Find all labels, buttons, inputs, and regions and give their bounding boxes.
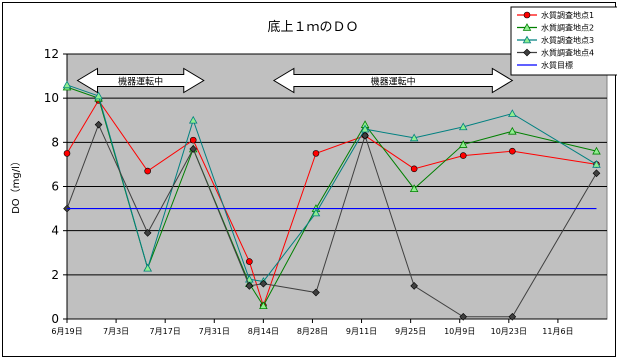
x-tick-label: 11月6日 <box>542 327 573 336</box>
x-tick-label: 7月17日 <box>150 327 181 336</box>
data-point-s3 <box>143 263 152 272</box>
data-point-s3 <box>94 91 103 100</box>
data-point-s3 <box>311 208 321 217</box>
operation-arrow-label: 機器運転中 <box>118 76 163 88</box>
x-tick-label: 10月23日 <box>491 327 527 336</box>
x-tick-label: 8月14日 <box>248 327 279 336</box>
chart-title: 底上１ｍのＤＯ <box>267 19 358 35</box>
y-tick-label: 8 <box>51 135 59 149</box>
legend-marker <box>522 23 532 31</box>
do-line-chart: 底上１ｍのＤＯ 0 2 4 6 8 10 12 6月19日 7月3日 7月17日 7月31日 8月14… <box>10 6 620 336</box>
data-point-s1 <box>312 150 320 157</box>
x-tick-label: 9月11日 <box>346 327 377 336</box>
data-point-s4 <box>245 282 254 290</box>
legend-entry-label: 水質調査地点1 <box>541 10 594 20</box>
data-point-s3 <box>592 159 601 168</box>
data-point-s4 <box>312 288 320 297</box>
x-tick-label: 8月28日 <box>297 327 328 336</box>
data-point-s1 <box>189 136 197 144</box>
data-point-s4 <box>508 312 517 321</box>
legend-marker <box>523 48 531 57</box>
series-line-3 <box>66 84 597 282</box>
data-point-s4 <box>189 145 198 153</box>
data-point-s1 <box>246 258 253 265</box>
data-point-s3 <box>458 122 468 131</box>
data-point-s4 <box>143 229 152 237</box>
legend-marker <box>522 35 532 44</box>
x-tick-label: 6月19日 <box>51 327 82 336</box>
data-point-s4 <box>592 169 601 178</box>
legend-entry-label: 水質目標 <box>541 60 573 70</box>
data-point-s4 <box>94 120 103 129</box>
legend-entry-label: 水質調査地点3 <box>541 35 594 45</box>
legend-marker <box>523 11 531 19</box>
x-tick-label: 9月25日 <box>395 327 426 336</box>
chart-frame: 底上１ｍのＤＯ 0 2 4 6 8 10 12 6月19日 7月3日 7月17日 7月31日 8月14… <box>2 2 620 357</box>
y-tick-label: 4 <box>51 224 59 238</box>
y-tick-label: 0 <box>51 312 59 326</box>
x-tick-label: 7月3日 <box>103 327 129 336</box>
data-point-s1 <box>509 147 516 155</box>
y-tick-label: 10 <box>44 91 59 105</box>
data-point-s2 <box>409 184 419 192</box>
data-point-s2 <box>458 140 468 148</box>
data-point-s4 <box>259 279 268 288</box>
x-tick-label: 7月31日 <box>199 327 230 336</box>
data-point-s3 <box>188 115 198 124</box>
legend: 水質調査地点1 水質調査地点2 水質調査地点3 水質調査地点4 水質目標 <box>510 6 620 76</box>
data-point-s4 <box>459 312 468 321</box>
data-point-s2 <box>592 146 601 155</box>
y-axis-label: DO（mg/l） <box>10 156 22 214</box>
data-point-s4 <box>361 131 369 140</box>
data-point-s3 <box>508 109 517 117</box>
operation-arrow <box>272 67 514 94</box>
data-point-s2 <box>508 126 517 135</box>
legend-entry-label: 水質調査地点2 <box>541 23 594 33</box>
plot-area: 0 2 4 6 8 10 12 6月19日 7月3日 7月17日 7月31日 8月14日 8月28日 9月… <box>44 47 608 336</box>
data-point-s2 <box>259 301 268 310</box>
data-point-s1 <box>410 165 418 173</box>
data-point-s1 <box>144 167 151 175</box>
y-tick-label: 2 <box>51 268 59 282</box>
operation-arrow-label: 機器運転中 <box>371 76 416 88</box>
x-tick-label: 10月9日 <box>444 327 475 336</box>
data-point-s3 <box>62 80 72 89</box>
data-point-s4 <box>410 282 418 290</box>
series-line-1 <box>66 99 597 308</box>
legend-entry-label: 水質調査地点4 <box>541 48 594 58</box>
operation-arrow <box>76 67 205 94</box>
y-tick-label: 12 <box>44 47 59 61</box>
data-point-s3 <box>409 133 419 142</box>
data-point-s1 <box>63 150 71 157</box>
series-line-4 <box>66 123 597 318</box>
data-point-s1 <box>459 152 467 159</box>
y-tick-label: 6 <box>51 180 59 194</box>
